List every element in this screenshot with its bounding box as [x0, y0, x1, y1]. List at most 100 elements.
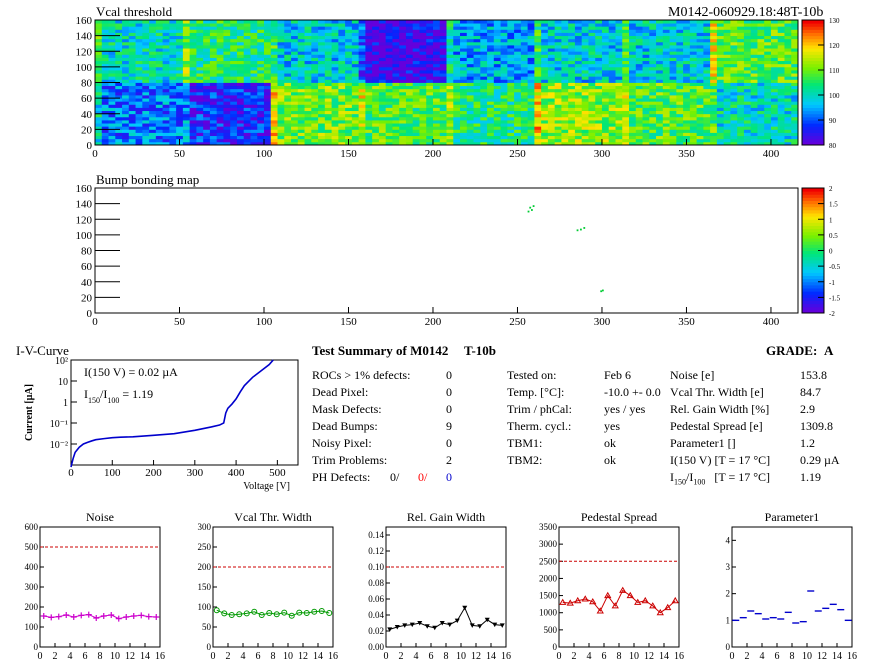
vcal-pixel — [108, 51, 116, 55]
roc-data-point — [604, 591, 612, 599]
vcal-pixel — [622, 41, 630, 46]
vcal-pixel — [385, 138, 393, 143]
vcal-pixel — [236, 135, 245, 140]
vcal-pixel — [203, 91, 211, 96]
vcal-pixel — [689, 66, 698, 71]
vcal-pixel — [791, 120, 799, 124]
vcal-pixel — [622, 66, 630, 71]
vcal-pixel — [392, 95, 400, 99]
vcal-pixel — [703, 138, 711, 143]
vcal-pixel — [372, 132, 380, 137]
vcal-pixel — [534, 129, 542, 133]
vcal-pixel — [520, 120, 529, 124]
vcal-pixel — [601, 57, 610, 62]
vcal-pixel — [284, 95, 292, 99]
vcal-pixel — [284, 32, 292, 37]
vcal-pixel — [764, 123, 772, 127]
vcal-pixel — [689, 32, 698, 37]
vcal-pixel — [716, 79, 725, 83]
vcal-pixel — [784, 98, 792, 102]
vcal-pixel — [649, 126, 657, 130]
vcal-pixel — [710, 123, 718, 127]
vcal-pixel — [689, 51, 698, 55]
vcal-pixel — [128, 98, 136, 102]
vcal-pixel — [534, 48, 542, 52]
vcal-pixel — [453, 26, 461, 30]
vcal-pixel — [108, 101, 116, 105]
vcal-pixel — [696, 51, 704, 55]
test-condition-label: Trim / phCal: — [507, 402, 572, 416]
vcal-pixel — [277, 41, 285, 46]
vcal-pixel — [182, 57, 191, 62]
vcal-pixel — [574, 73, 583, 77]
vcal-pixel — [453, 91, 461, 96]
vcal-pixel — [257, 45, 265, 49]
vcal-pixel — [487, 57, 495, 62]
vcal-pixel — [743, 123, 752, 127]
vcal-pixel — [358, 95, 366, 99]
vcal-pixel — [162, 107, 170, 112]
vcal-pixel — [622, 35, 630, 40]
vcal-pixel — [527, 35, 535, 40]
vcal-pixel — [331, 141, 339, 146]
vcal-pixel — [473, 35, 481, 40]
vcal-pixel — [162, 45, 170, 49]
vcal-pixel — [737, 63, 745, 68]
vcal-pixel — [351, 138, 360, 143]
vcal-pixel — [750, 95, 758, 99]
vcal-pixel — [635, 113, 643, 118]
vcal-pixel — [291, 79, 299, 83]
vcal-pixel — [480, 20, 488, 24]
vcal-pixel — [176, 132, 184, 137]
vcal-pixel — [209, 41, 218, 46]
defect-stat-label: Trim Problems: — [312, 453, 388, 467]
vcal-pixel — [439, 54, 447, 58]
vcal-pixel — [480, 54, 488, 58]
vcal-pixel — [622, 82, 630, 87]
vcal-pixel — [784, 70, 792, 74]
vcal-pixel — [689, 45, 698, 49]
vcal-colorbar-cell — [802, 38, 824, 43]
vcal-pixel — [588, 26, 596, 30]
vcal-pixel — [561, 57, 569, 62]
vcal-pixel — [743, 73, 752, 77]
vcal-pixel — [162, 29, 170, 33]
vcal-pixel — [487, 101, 495, 105]
vcal-pixel — [554, 73, 562, 77]
vcal-pixel — [399, 129, 407, 133]
vcal-pixel — [203, 48, 211, 52]
performance-stat-value: 0.29 µA — [800, 453, 840, 467]
vcal-pixel — [764, 26, 772, 30]
vcal-pixel — [453, 95, 461, 99]
vcal-pixel — [263, 23, 272, 27]
roc-data-point — [641, 596, 649, 604]
roc-data-point — [469, 623, 475, 628]
vcal-pixel — [656, 88, 664, 93]
vcal-pixel — [257, 95, 265, 99]
vcal-pixel — [514, 41, 522, 46]
vcal-pixel — [608, 60, 616, 65]
vcal-pixel — [534, 88, 542, 93]
vcal-pixel — [669, 82, 677, 87]
vcal-pixel — [365, 123, 373, 127]
vcal-pixel — [669, 138, 677, 143]
vcal-pixel — [196, 85, 204, 90]
vcal-pixel — [629, 26, 637, 30]
vcal-pixel — [351, 29, 360, 33]
vcal-pixel — [777, 29, 785, 33]
vcal-pixel — [128, 88, 136, 93]
vcal-pixel — [676, 104, 684, 108]
vcal-pixel — [683, 110, 691, 115]
vcal-pixel — [656, 54, 664, 58]
vcal-pixel — [615, 91, 623, 96]
vcal-pixel — [439, 82, 447, 87]
vcal-pixel — [385, 48, 393, 52]
vcal-pixel — [236, 54, 245, 58]
vcal-pixel — [257, 63, 265, 68]
vcal-pixel — [324, 76, 332, 80]
vcal-pixel — [182, 132, 191, 137]
vcal-pixel — [710, 91, 718, 96]
vcal-pixel — [642, 116, 650, 121]
